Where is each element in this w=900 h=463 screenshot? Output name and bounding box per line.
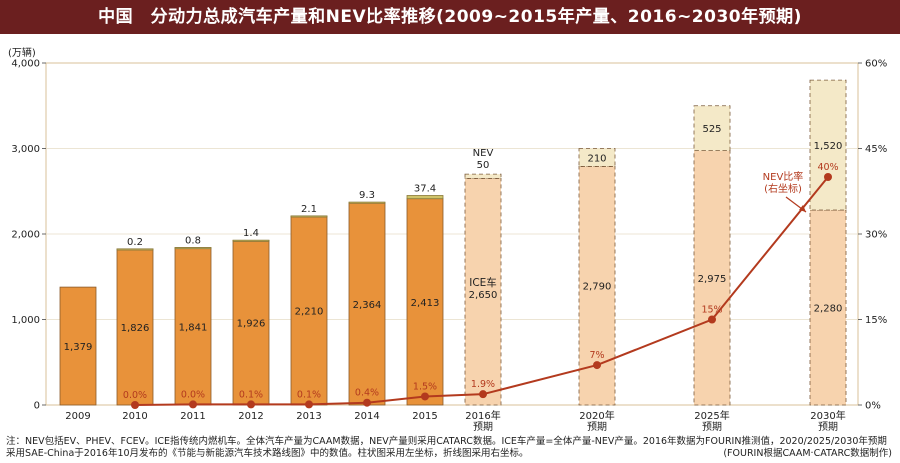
x-tick-label: 2012 xyxy=(238,411,263,422)
ratio-point xyxy=(824,173,832,181)
chart-title: 中国 分动力总成汽车产量和NEV比率推移(2009~2015年产量、2016~2… xyxy=(0,0,900,34)
bar-nev xyxy=(348,201,386,204)
ratio-point xyxy=(189,400,197,409)
x-tick-label: 2025年 xyxy=(694,409,729,422)
bar-ice-label: 1,826 xyxy=(121,323,150,334)
bar-ice-label: 2,413 xyxy=(411,298,440,309)
ratio-line xyxy=(134,176,829,406)
ratio-label: 1.5% xyxy=(413,381,437,392)
bar-nev xyxy=(809,79,847,211)
bar-ice xyxy=(59,286,97,406)
x-tick-label: 2009 xyxy=(65,411,90,422)
x-tick-label: 预期 xyxy=(702,421,722,433)
ratio-annotation: (右坐标) xyxy=(764,182,802,195)
bar-nev xyxy=(290,215,328,218)
bar-ice-label: 1,379 xyxy=(64,342,93,353)
y-left-tick-label: 3,000 xyxy=(11,144,40,155)
bar-ice xyxy=(174,247,212,406)
ratio-label: 7% xyxy=(589,350,604,361)
x-tick-label: 2014 xyxy=(354,411,379,422)
bar-nev-label: 210 xyxy=(587,153,606,164)
ratio-label: 0.4% xyxy=(355,388,379,399)
ratio-point xyxy=(363,398,371,407)
bar-nev xyxy=(116,248,154,251)
ratio-point xyxy=(131,401,139,409)
bar-nev-label: 0.2 xyxy=(127,237,143,248)
bar-nev-label: 1.4 xyxy=(243,228,259,239)
bar-nev-label: 1,520 xyxy=(814,141,843,152)
x-tick-label: 预期 xyxy=(473,421,493,433)
ratio-point xyxy=(479,390,487,399)
bar-nev xyxy=(464,173,502,179)
x-tick-label: 2010 xyxy=(122,411,147,422)
bar-nev xyxy=(232,239,270,242)
ratio-label: 1.9% xyxy=(471,379,495,390)
ratio-point xyxy=(421,392,429,401)
bar-nev-label: 525 xyxy=(702,124,721,135)
x-tick-label: 预期 xyxy=(587,421,607,433)
x-tick-label: 2020年 xyxy=(579,409,614,422)
ratio-point xyxy=(593,361,601,370)
footnotes: 注：NEV包括EV、PHEV、FCEV。ICE指传统内燃机车。全体汽车产量为CA… xyxy=(6,436,896,460)
y-left-tick-label: 1,000 xyxy=(11,315,40,326)
y-left-tick-label: 4,000 xyxy=(11,59,40,70)
x-tick-label: 2013 xyxy=(296,411,321,422)
bar-nev xyxy=(406,195,444,200)
bar-nev-label: 9.3 xyxy=(359,190,375,201)
bar-ice-label: 1,841 xyxy=(179,322,208,333)
x-tick-label: 2030年 xyxy=(810,409,845,422)
note-line-1: 注：NEV包括EV、PHEV、FCEV。ICE指传统内燃机车。全体汽车产量为CA… xyxy=(6,436,887,447)
ratio-point xyxy=(708,315,716,324)
ratio-annotation: NEV比率 xyxy=(763,170,804,183)
bar-nev xyxy=(693,105,731,152)
ice-annotation: ICE车 xyxy=(469,276,497,289)
bar-ice xyxy=(406,198,444,406)
bar-ice-label: 2,210 xyxy=(295,307,324,318)
x-tick-label: 预期 xyxy=(818,421,838,433)
bar-nev xyxy=(174,247,212,250)
bar-nev-label: 37.4 xyxy=(414,183,436,194)
y-right-tick-label: 30% xyxy=(865,230,887,241)
ratio-label: 40% xyxy=(817,162,838,173)
ratio-label: 0.1% xyxy=(297,389,321,400)
nev-annotation: NEV xyxy=(473,148,494,159)
y-left-tick-label: 0 xyxy=(34,401,40,412)
bar-nev xyxy=(578,148,616,167)
bar-ice-label: 2,364 xyxy=(353,300,382,311)
source-note: (FOURIN根据CAAM·CATARC数据制作) xyxy=(723,448,892,459)
y-right-tick-label: 60% xyxy=(865,59,887,70)
ratio-label: 0.1% xyxy=(239,389,263,400)
ratio-point xyxy=(247,400,255,409)
ratio-label: 0.0% xyxy=(181,389,205,400)
ratio-label: 0.0% xyxy=(123,390,147,401)
note-line-2: 采用SAE-China于2016年10月发布的《节能与新能源汽车技术路线图》中的… xyxy=(6,448,529,459)
y-right-tick-label: 45% xyxy=(865,144,887,155)
x-tick-label: 2011 xyxy=(180,411,205,422)
bar-nev-label: 2.1 xyxy=(301,204,317,215)
x-tick-label: 2016年 xyxy=(465,409,500,422)
y-right-tick-label: 15% xyxy=(865,315,887,326)
y-left-unit-label: (万辆) xyxy=(8,48,36,59)
bar-ice-label: 2,975 xyxy=(698,274,727,285)
bar-ice-label: 2,280 xyxy=(814,304,843,315)
y-left-tick-label: 2,000 xyxy=(11,230,40,241)
ratio-annotation-arrowhead xyxy=(799,205,806,212)
bar-ice xyxy=(116,248,154,406)
ratio-point xyxy=(305,400,313,409)
y-right-tick-label: 0% xyxy=(865,401,881,412)
bar-ice xyxy=(464,178,502,406)
bar-nev-label: 0.8 xyxy=(185,236,201,247)
bar-ice-label: 2,650 xyxy=(469,290,498,301)
bar-nev-label: 50 xyxy=(477,160,490,171)
x-tick-label: 2015 xyxy=(412,411,437,422)
ratio-label: 15% xyxy=(701,305,722,316)
bar-ice-label: 1,926 xyxy=(237,319,266,330)
bar-ice-label: 2,790 xyxy=(583,282,612,293)
